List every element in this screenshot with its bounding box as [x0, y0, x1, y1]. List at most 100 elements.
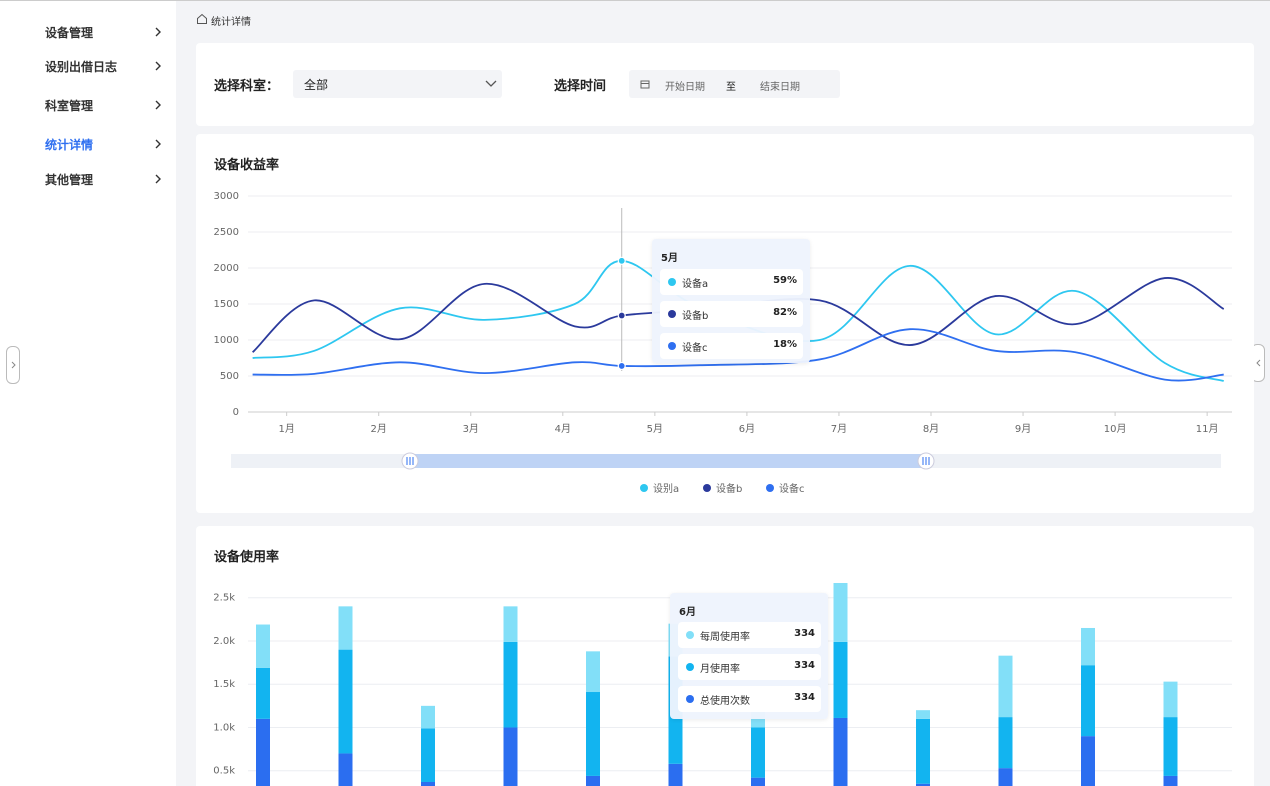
bar-segment	[586, 651, 600, 693]
sidebar: 设备管理 设别出借日志 科室管理 统计详情 其他管理	[0, 1, 176, 786]
breadcrumb: 统计详情	[211, 17, 251, 28]
bar-segment	[833, 582, 848, 642]
bar-segment	[256, 718, 270, 786]
tooltip-value: 334	[794, 660, 815, 671]
chevron	[155, 27, 161, 37]
tooltip-row: 月使用率 334	[678, 654, 821, 680]
bar-segment	[421, 781, 435, 786]
tooltip-dot	[686, 695, 694, 703]
y-tick-label: 2000	[214, 263, 239, 274]
tooltip-row: 设备a 59%	[660, 269, 803, 295]
legend-dot	[766, 484, 774, 492]
tooltip-row: 设备c 18%	[660, 333, 803, 359]
bar-segment	[1081, 627, 1095, 666]
start-date[interactable]: 开始日期	[665, 82, 705, 93]
bar-segment	[998, 717, 1013, 769]
bar-segment	[833, 717, 848, 786]
bar-segment	[503, 727, 518, 786]
x-tick-label: 3月	[463, 423, 479, 435]
nav-item[interactable]: 统计详情	[45, 138, 94, 152]
chart-title: 设备收益率	[214, 158, 280, 173]
legend-label: 设别a	[653, 483, 679, 495]
chevron	[155, 61, 161, 71]
x-tick-label: 11月	[1196, 423, 1219, 435]
collapse-left[interactable]	[6, 346, 20, 384]
x-tick-label: 8月	[923, 423, 939, 435]
x-tick-label: 2月	[371, 423, 387, 435]
bar-segment	[421, 705, 435, 729]
tooltip-dot	[668, 310, 676, 318]
y-tick-label: 1500	[214, 299, 239, 310]
tooltip-value: 59%	[773, 275, 797, 286]
x-tick-label: 4月	[555, 423, 571, 435]
filter-card: 选择科室： 全部 选择时间 开始日期 至 结束日期	[196, 43, 1254, 126]
end-date[interactable]: 结束日期	[760, 82, 800, 93]
bar-segment	[338, 606, 353, 650]
tooltip-label: 月使用率	[700, 664, 740, 675]
tooltip-row: 每周使用率 334	[678, 622, 821, 648]
nav-item[interactable]: 科室管理	[45, 99, 94, 113]
tooltip-title: 6月	[679, 607, 696, 618]
tooltip: 5月 设备a 59% 设备b 82% 设备c 18%	[652, 239, 810, 363]
bar-segment	[338, 649, 353, 754]
x-tick-label: 1月	[278, 423, 294, 435]
tooltip-dot	[686, 663, 694, 671]
y-tick-label: 0.5k	[213, 766, 235, 777]
bar-segment	[668, 763, 683, 786]
nav-item[interactable]: 设备管理	[45, 26, 94, 40]
bar-segment	[916, 718, 930, 784]
bar-segment	[916, 783, 930, 786]
chevron	[155, 100, 161, 110]
filter-label: 选择科室：	[214, 79, 280, 94]
zoom-window[interactable]	[410, 454, 926, 468]
separator: 至	[726, 82, 736, 93]
y-tick-label: 2.0k	[213, 636, 235, 647]
x-tick-label: 9月	[1015, 423, 1031, 435]
nav-item[interactable]: 设别出借日志	[45, 60, 118, 74]
tooltip-dot	[668, 278, 676, 286]
hover-point	[617, 361, 626, 371]
tooltip-label: 总使用次数	[700, 696, 750, 707]
bar-segment	[916, 710, 930, 719]
y-tick-label: 1000	[214, 335, 239, 346]
y-tick-label: 1.0k	[213, 722, 235, 733]
bar-segment	[256, 667, 270, 719]
icon	[11, 361, 16, 369]
y-tick-label: 2.5k	[213, 593, 235, 604]
hover-point	[617, 256, 626, 265]
x-tick-label: 10月	[1104, 423, 1127, 435]
legend-dot	[640, 484, 648, 492]
x-tick-label: 5月	[647, 423, 663, 435]
chevron	[155, 139, 161, 149]
chevron	[155, 174, 161, 184]
tooltip-value: 82%	[773, 307, 797, 318]
line	[252, 328, 1224, 382]
dropdown-icon	[485, 80, 497, 87]
y-tick-label: 3000	[214, 191, 239, 202]
department-select[interactable]: 全部	[293, 70, 502, 98]
tooltip-value: 334	[794, 692, 815, 703]
tooltip-row: 设备b 82%	[660, 301, 803, 327]
nav-item[interactable]: 其他管理	[45, 173, 94, 187]
tooltip: 6月 每周使用率 334 月使用率 334 总使用次数 334	[670, 593, 828, 719]
handle-grip	[406, 457, 930, 465]
y-tick-label: 500	[220, 371, 239, 382]
tooltip-dot	[686, 631, 694, 639]
tooltip-label: 设备a	[682, 279, 709, 290]
bar-segment	[998, 655, 1013, 718]
bar-segment	[751, 727, 765, 778]
tooltip-label: 设备b	[682, 311, 709, 322]
bar-segment	[338, 753, 353, 786]
bar-segment	[751, 777, 765, 786]
tooltip-dot	[668, 342, 676, 350]
chart-title: 设备使用率	[214, 550, 280, 565]
tooltip-label: 每周使用率	[700, 632, 750, 643]
select-value: 全部	[304, 78, 329, 92]
tooltip-value: 18%	[773, 339, 797, 350]
tooltip-value: 334	[794, 628, 815, 639]
date-range[interactable]: 开始日期 至 结束日期	[629, 70, 840, 98]
bar-segment	[1163, 717, 1178, 776]
x-tick-label: 7月	[831, 423, 847, 435]
